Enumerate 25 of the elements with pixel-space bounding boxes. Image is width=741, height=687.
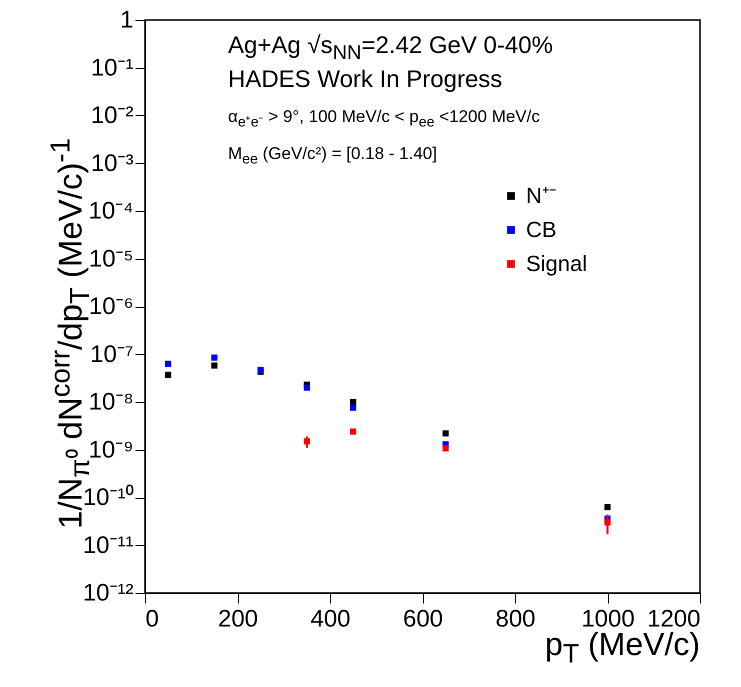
- y-tick-label: 10⁻¹²: [82, 580, 134, 606]
- legend-label: Signal: [526, 251, 588, 276]
- y-tick-label: 10⁻¹⁰: [82, 484, 134, 511]
- annotation: HADES Work In Progress: [228, 66, 502, 93]
- x-tick-label: 800: [495, 606, 536, 632]
- y-tick-label: 10⁻⁵: [88, 245, 134, 272]
- y-tick-label: 10⁻⁹: [88, 436, 134, 464]
- x-tick-label: 0: [146, 606, 159, 632]
- x-tick-label: 200: [218, 606, 258, 632]
- y-tick-label: 10⁻²: [90, 102, 134, 129]
- y-tick-label: 10⁻³: [90, 150, 134, 177]
- y-tick-label: 10⁻⁴: [88, 198, 134, 224]
- legend-label: CB: [526, 217, 557, 242]
- legend-label: N⁺⁻: [526, 183, 556, 208]
- y-tick-label: 10⁻⁷: [90, 340, 134, 368]
- x-tick-label: 600: [402, 606, 444, 632]
- annotation: Ag+Ag √s$_{NN}$=2.42 GeV 0-40%: [228, 32, 553, 64]
- y-tick-label: 10⁻⁸: [88, 388, 134, 416]
- y-tick-label: 1: [120, 6, 134, 34]
- x-tick-label: 400: [310, 606, 351, 632]
- annotation: α$_{e⁺e⁻}$ > 9°, 100 MeV/c < p$_{ee}$ <1200 MeV/c: [228, 107, 540, 130]
- annotation: M$_{ee}$ (GeV/c²) = [0.18 - 1.40]: [228, 144, 437, 168]
- y-tick-label: 10⁻¹: [90, 54, 134, 82]
- y-tick-label: 10⁻⁶: [88, 293, 134, 320]
- y-tick-label: 10⁻¹¹: [82, 532, 134, 559]
